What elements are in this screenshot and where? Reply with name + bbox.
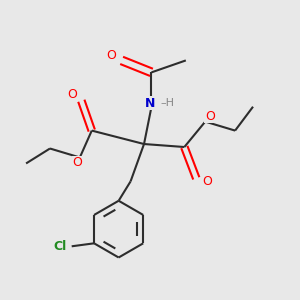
Text: –H: –H — [161, 98, 175, 108]
Text: N: N — [145, 97, 155, 110]
Text: O: O — [205, 110, 215, 123]
Text: O: O — [73, 156, 82, 169]
Text: Cl: Cl — [54, 240, 67, 253]
Text: O: O — [106, 49, 116, 62]
Text: O: O — [68, 88, 77, 101]
Text: O: O — [202, 175, 212, 188]
